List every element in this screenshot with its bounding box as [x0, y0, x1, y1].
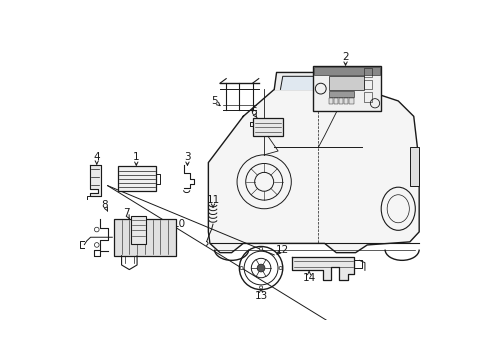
Text: 14: 14 [302, 273, 315, 283]
Polygon shape [208, 89, 418, 253]
Circle shape [257, 264, 264, 272]
Bar [312, 66, 381, 111]
Polygon shape [90, 165, 101, 195]
Text: 12: 12 [275, 244, 288, 255]
Text: 10: 10 [172, 219, 185, 229]
Text: 6: 6 [249, 108, 256, 117]
Bar [328, 91, 354, 97]
Text: 1: 1 [133, 152, 140, 162]
Bar [364, 68, 371, 77]
Bar [313, 67, 380, 75]
Polygon shape [274, 72, 363, 89]
Circle shape [279, 266, 282, 270]
Text: 2: 2 [342, 52, 348, 62]
Text: 11: 11 [206, 194, 219, 204]
Text: 7: 7 [122, 208, 129, 217]
Bar [114, 219, 176, 256]
Polygon shape [291, 257, 353, 280]
Polygon shape [280, 76, 359, 89]
Text: 5: 5 [211, 96, 218, 106]
Bar [348, 98, 353, 104]
Text: 13: 13 [254, 291, 267, 301]
Bar [364, 80, 371, 89]
Text: 4: 4 [93, 152, 100, 162]
Circle shape [259, 286, 262, 289]
Bar [328, 76, 363, 90]
Circle shape [240, 266, 243, 270]
Text: 3: 3 [184, 152, 190, 162]
Bar [338, 98, 343, 104]
Bar [409, 147, 418, 186]
Bar [344, 98, 348, 104]
Bar [333, 98, 337, 104]
Text: 8: 8 [101, 200, 108, 210]
Bar [131, 216, 146, 244]
Bar [253, 118, 282, 136]
Bar [118, 166, 156, 191]
Text: 9: 9 [164, 244, 171, 255]
Bar [328, 98, 332, 104]
Circle shape [259, 247, 262, 250]
Bar [364, 93, 371, 102]
